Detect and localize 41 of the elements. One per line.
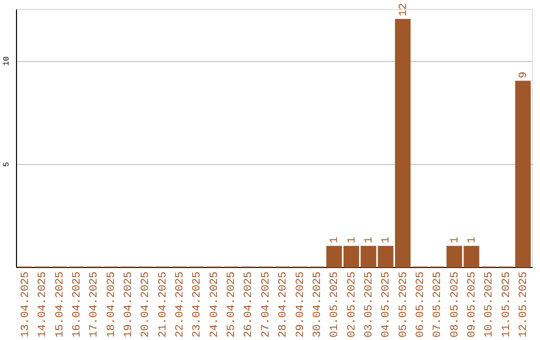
x-tick-label: 01.05.2025 — [329, 272, 342, 338]
bar — [515, 80, 531, 268]
x-tick-label: 23.04.2025 — [192, 272, 204, 338]
x-tick-label: 08.05.2025 — [449, 272, 462, 338]
data-label: 12 — [398, 3, 410, 16]
x-tick-label: 11.05.2025 — [500, 272, 513, 338]
data-label: 1 — [380, 236, 393, 244]
x-tick-label: 18.04.2025 — [106, 272, 118, 338]
y-tick-label: 10 — [2, 56, 12, 66]
x-tick-label: 28.04.2025 — [278, 272, 290, 338]
x-tick-label: 09.05.2025 — [466, 272, 478, 338]
x-tick-label: 25.04.2025 — [226, 272, 238, 338]
x-tick-label: 29.04.2025 — [294, 272, 307, 338]
x-tick-label: 16.04.2025 — [72, 272, 84, 338]
x-tick-label: 20.04.2025 — [140, 272, 152, 338]
data-label: 1 — [329, 236, 342, 244]
x-tick-label: 24.04.2025 — [208, 272, 221, 338]
x-tick-label: 02.05.2025 — [346, 272, 358, 338]
data-label: 1 — [363, 236, 376, 244]
x-tick-label: 15.04.2025 — [54, 272, 66, 338]
x-tick-label: 27.04.2025 — [260, 272, 272, 338]
x-tick-label: 30.04.2025 — [312, 272, 324, 338]
x-tick-label: 21.04.2025 — [157, 272, 170, 338]
data-label: 1 — [346, 236, 358, 244]
x-tick-label: 05.05.2025 — [398, 272, 410, 338]
x-tick-label: 12.05.2025 — [518, 272, 530, 338]
x-tick-label: 13.04.2025 — [20, 272, 32, 338]
data-label: 9 — [518, 72, 530, 78]
x-tick-label: 19.04.2025 — [123, 272, 136, 338]
x-tick-label: 22.04.2025 — [174, 272, 187, 338]
x-tick-label: 14.04.2025 — [37, 272, 50, 338]
x-tick-label: 04.05.2025 — [380, 272, 393, 338]
data-label: 1 — [466, 236, 478, 244]
x-tick-label: 17.04.2025 — [88, 272, 101, 338]
x-tick-label: 26.04.2025 — [243, 272, 256, 338]
x-tick-label: 07.05.2025 — [432, 272, 444, 338]
data-label: 1 — [449, 236, 462, 244]
x-tick-label: 10.05.2025 — [484, 272, 496, 338]
x-tick-label: 06.05.2025 — [414, 272, 427, 338]
x-tick-label: 03.05.2025 — [363, 272, 376, 338]
y-tick-label: 5 — [2, 162, 12, 167]
